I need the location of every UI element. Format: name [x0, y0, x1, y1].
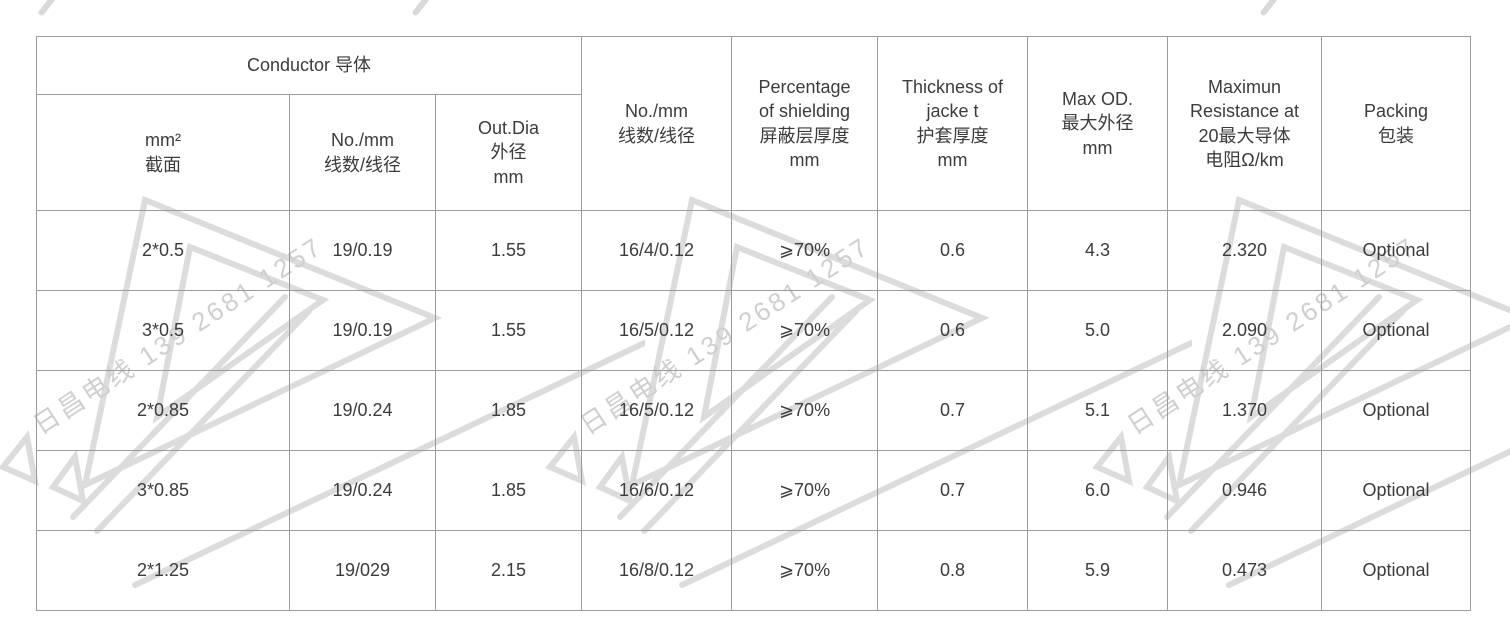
cell-jacket: 0.6	[877, 290, 1029, 371]
cell-shielding: ⩾70%	[731, 290, 879, 371]
header-cross-section: mm² 截面	[36, 94, 290, 211]
cell-resistance: 0.946	[1167, 450, 1323, 531]
cell-no-mm: 19/0.24	[289, 450, 436, 531]
cell-resistance: 2.320	[1167, 210, 1323, 291]
cell-max-od: 5.9	[1027, 530, 1169, 611]
cell-jacket: 0.7	[877, 450, 1029, 531]
cell-cross-section: 3*0.5	[36, 290, 290, 371]
cell-max-od: 4.3	[1027, 210, 1169, 291]
cell-no-mm: 19/0.19	[289, 290, 436, 371]
cell-no-mm: 19/0.24	[289, 370, 436, 451]
cell-jacket: 0.6	[877, 210, 1029, 291]
cell-jacket: 0.8	[877, 530, 1029, 611]
cell-out-dia: 1.55	[434, 290, 583, 371]
cell-packing: Optional	[1321, 450, 1472, 531]
cell-out-dia: 2.15	[434, 530, 583, 611]
header-strand-count: No./mm 线数/线径	[581, 36, 733, 211]
cell-packing: Optional	[1321, 290, 1472, 371]
cell-cross-section: 2*0.85	[36, 370, 290, 451]
header-shielding-percentage: Percentage of shielding 屏蔽层厚度 mm	[731, 36, 879, 211]
cell-jacket: 0.7	[877, 370, 1029, 451]
header-max-resistance: Maximun Resistance at 20最大导体 电阻Ω/km	[1167, 36, 1323, 211]
table-row: 3*0.85 19/0.24 1.85 16/6/0.12 ⩾70% 0.7 6…	[36, 450, 1472, 531]
header-no-mm: No./mm 线数/线径	[289, 94, 436, 211]
cell-cross-section: 2*1.25	[36, 530, 290, 611]
cell-strand-count: 16/5/0.12	[581, 370, 733, 451]
cell-shielding: ⩾70%	[731, 530, 879, 611]
cell-max-od: 5.1	[1027, 370, 1169, 451]
cable-spec-table: Conductor 导体 No./mm 线数/线径 Percentage of …	[35, 36, 1472, 611]
cell-max-od: 6.0	[1027, 450, 1169, 531]
cell-out-dia: 1.55	[434, 210, 583, 291]
header-jacket-thickness: Thickness of jacke t 护套厚度 mm	[877, 36, 1029, 211]
cell-packing: Optional	[1321, 530, 1472, 611]
cell-out-dia: 1.85	[434, 370, 583, 451]
cell-resistance: 2.090	[1167, 290, 1323, 371]
cell-resistance: 0.473	[1167, 530, 1323, 611]
cell-no-mm: 19/029	[289, 530, 436, 611]
watermark-fragment	[1259, 0, 1283, 17]
cell-shielding: ⩾70%	[731, 210, 879, 291]
cell-strand-count: 16/8/0.12	[581, 530, 733, 611]
cell-no-mm: 19/0.19	[289, 210, 436, 291]
header-out-dia: Out.Dia 外径 mm	[434, 94, 583, 211]
cell-cross-section: 2*0.5	[36, 210, 290, 291]
cell-out-dia: 1.85	[434, 450, 583, 531]
header-conductor-group: Conductor 导体	[35, 36, 583, 95]
cell-packing: Optional	[1321, 370, 1472, 451]
cell-shielding: ⩾70%	[731, 370, 879, 451]
cell-strand-count: 16/6/0.12	[581, 450, 733, 531]
cell-cross-section: 3*0.85	[36, 450, 290, 531]
cell-strand-count: 16/4/0.12	[581, 210, 733, 291]
header-packing: Packing 包装	[1321, 36, 1472, 211]
cell-packing: Optional	[1321, 210, 1472, 291]
cell-max-od: 5.0	[1027, 290, 1169, 371]
cell-strand-count: 16/5/0.12	[581, 290, 733, 371]
table-row: 2*0.5 19/0.19 1.55 16/4/0.12 ⩾70% 0.6 4.…	[36, 210, 1472, 291]
table-row: 2*1.25 19/029 2.15 16/8/0.12 ⩾70% 0.8 5.…	[36, 530, 1472, 611]
watermark-fragment	[411, 0, 435, 17]
table-row: 2*0.85 19/0.24 1.85 16/5/0.12 ⩾70% 0.7 5…	[36, 370, 1472, 451]
cell-shielding: ⩾70%	[731, 450, 879, 531]
watermark-fragment	[37, 0, 61, 17]
table-row: 3*0.5 19/0.19 1.55 16/5/0.12 ⩾70% 0.6 5.…	[36, 290, 1472, 371]
header-max-od: Max OD. 最大外径 mm	[1027, 36, 1169, 211]
cell-resistance: 1.370	[1167, 370, 1323, 451]
